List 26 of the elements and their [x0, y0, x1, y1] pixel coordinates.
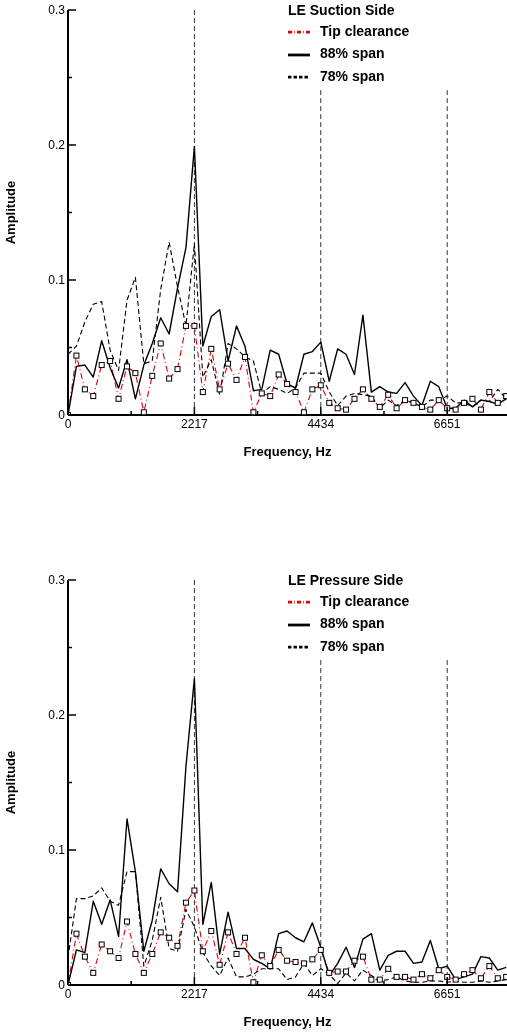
legend-title: LE Suction Side	[288, 2, 395, 18]
x-tick-label: 6651	[433, 417, 461, 431]
y-axis-title: Amplitude	[2, 180, 18, 245]
x-tick-label: 4434	[307, 987, 335, 1001]
y-axis-title: Amplitude	[2, 750, 18, 815]
x-tick-label: 6651	[433, 987, 461, 1001]
legend-label: Tip clearance	[320, 593, 410, 609]
legend-label: 78% span	[320, 637, 385, 654]
x-axis-title: Frequency, Hz	[243, 1014, 332, 1029]
y-tick-label: 0	[58, 408, 66, 422]
legend-label: 78% span	[320, 67, 385, 84]
x-tick-label: 2217	[181, 417, 209, 431]
legend-label: 88% span	[320, 45, 385, 62]
y-tick-label: 0.1	[48, 273, 66, 287]
y-tick-label: 0.3	[48, 3, 66, 17]
x-axis-title: Frequency, Hz	[243, 444, 332, 459]
x-tick-label: 4434	[307, 417, 335, 431]
legend-label: 88% span	[320, 615, 385, 632]
y-tick-label: 0.1	[48, 843, 66, 857]
y-tick-label: 0	[58, 978, 66, 992]
legend-title: LE Pressure Side	[288, 572, 404, 588]
legend-label: Tip clearance	[320, 23, 410, 39]
x-tick-label: 2217	[181, 987, 209, 1001]
y-tick-label: 0.3	[48, 573, 66, 587]
y-tick-label: 0.2	[48, 138, 66, 152]
y-tick-label: 0.2	[48, 708, 66, 722]
